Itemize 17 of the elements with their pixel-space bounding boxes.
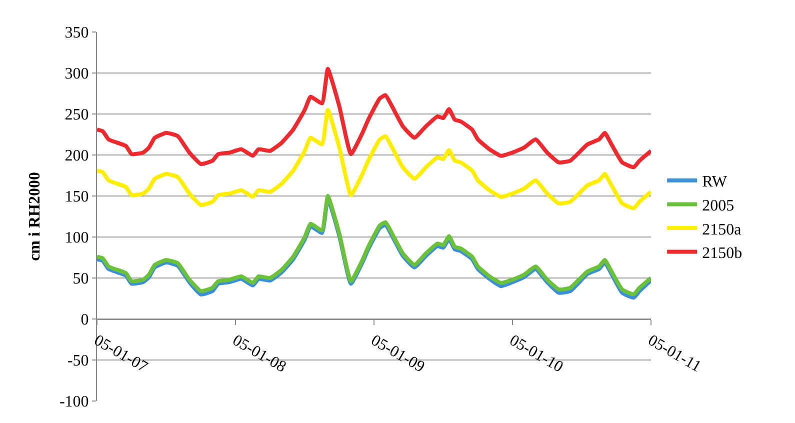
y-tick-label: 200: [64, 148, 89, 165]
line-series: [97, 108, 651, 210]
line-series: [97, 66, 651, 170]
y-axis-title: cm i RH2000: [26, 172, 44, 261]
y-tick-label: -100: [59, 394, 89, 411]
y-tick-label: 50: [72, 270, 89, 288]
y-tick-label: 300: [64, 66, 89, 83]
legend-label: 2005: [702, 197, 734, 214]
y-tick-label: 100: [64, 230, 89, 247]
y-tick-label: 250: [64, 106, 89, 124]
y-tick-label: 150: [64, 188, 89, 206]
legend-label: 2150a: [702, 221, 742, 238]
y-tick-label: -50: [67, 352, 89, 370]
y-tick-label: 0: [80, 312, 89, 329]
y-tick-label: 350: [64, 24, 89, 42]
legend-label: RW: [702, 174, 728, 191]
legend-label: 2150b: [702, 245, 742, 262]
